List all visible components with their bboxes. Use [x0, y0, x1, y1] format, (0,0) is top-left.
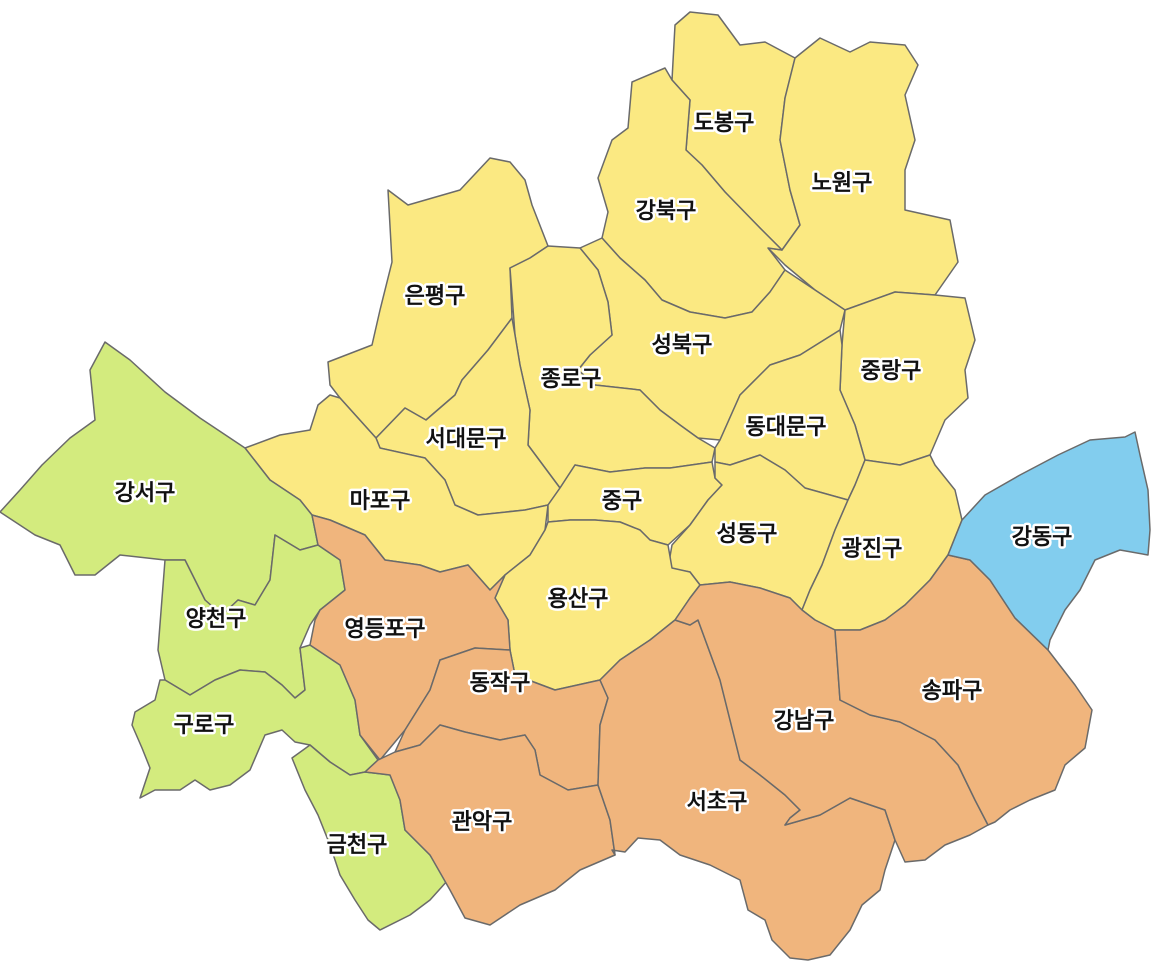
label-guro: 구로구: [174, 713, 235, 738]
district-labels: 도봉구 노원구 강북구 은평구 성북구 중랑구 종로구 동대문구 서대문구 마포…: [112, 109, 1075, 861]
district-songpa[interactable]: [834, 554, 1093, 826]
district-shapes: [0, 11, 1151, 961]
label-seongbuk: 성북구: [652, 333, 713, 358]
label-seongdong: 성동구: [717, 522, 778, 547]
label-gangseo: 강서구: [115, 481, 176, 506]
label-yongsan: 용산구: [548, 587, 609, 612]
label-mapo: 마포구: [350, 489, 411, 514]
label-jung: 중구: [602, 489, 642, 514]
label-yeongdeungpo: 영등포구: [345, 617, 426, 642]
label-gwangjin: 광진구: [842, 537, 903, 562]
label-eunpyeong: 은평구: [405, 284, 466, 309]
label-jongno: 종로구: [541, 367, 602, 392]
label-geumcheon: 금천구: [327, 833, 388, 858]
label-dobong: 도봉구: [694, 111, 755, 136]
label-yangcheon: 양천구: [186, 607, 247, 632]
label-gangdong: 강동구: [1012, 525, 1073, 550]
label-dongjak: 동작구: [470, 671, 531, 696]
label-seodaemun: 서대문구: [426, 427, 507, 452]
label-gangnam: 강남구: [774, 709, 835, 734]
district-geumcheon[interactable]: [291, 744, 449, 931]
label-gangbuk: 강북구: [636, 199, 697, 224]
label-gwanak: 관악구: [452, 810, 513, 835]
label-dongdaemun: 동대문구: [746, 415, 827, 440]
district-gangdong[interactable]: [947, 431, 1151, 651]
label-jungnang: 중랑구: [861, 359, 922, 384]
district-gangnam[interactable]: [674, 581, 989, 863]
label-seocho: 서초구: [687, 790, 748, 815]
label-songpa: 송파구: [922, 679, 983, 704]
label-nowon: 노원구: [812, 171, 873, 196]
district-nowon[interactable]: [767, 37, 959, 311]
